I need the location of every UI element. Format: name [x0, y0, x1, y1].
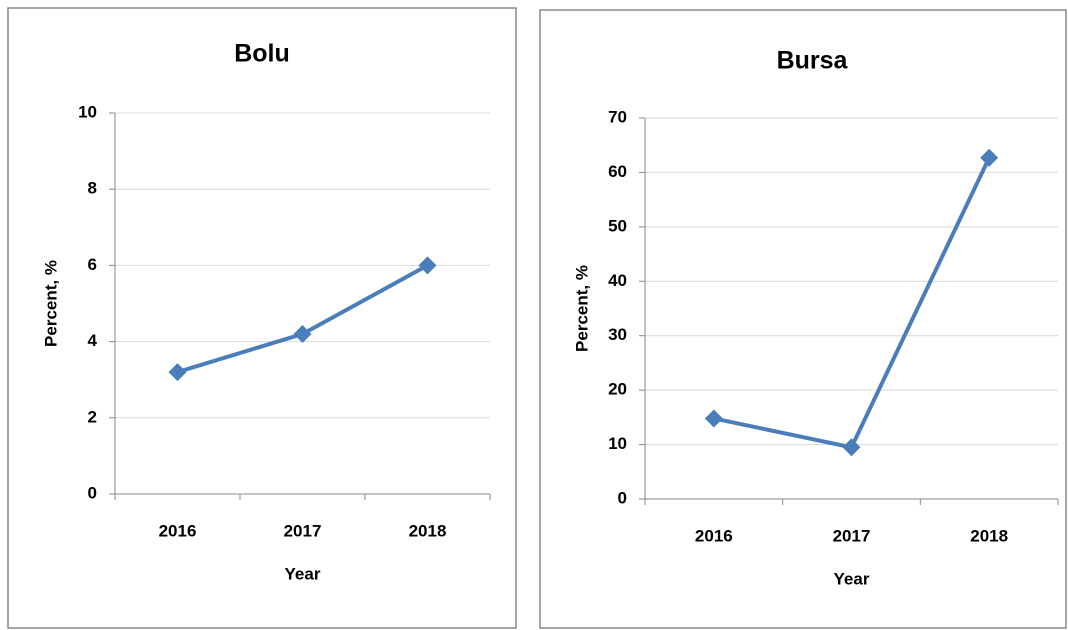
data-point — [418, 256, 437, 275]
y-tick-label: 10 — [78, 102, 97, 121]
chart-title: Bursa — [777, 47, 849, 75]
y-axis-title: Percent, % — [41, 260, 60, 347]
x-tick-label: 2016 — [695, 526, 733, 545]
x-axis-title: Year — [285, 564, 321, 583]
data-point — [842, 438, 861, 457]
y-tick-label: 0 — [618, 488, 627, 507]
x-tick-label: 2017 — [833, 526, 871, 545]
x-tick-label: 2018 — [970, 526, 1008, 545]
y-tick-label: 70 — [608, 107, 627, 126]
x-tick-label: 2018 — [409, 521, 447, 540]
y-tick-label: 50 — [608, 216, 627, 235]
panel-frame — [539, 9, 1067, 629]
data-point — [293, 324, 312, 343]
y-tick-label: 8 — [88, 179, 97, 198]
y-tick-label: 30 — [608, 325, 627, 344]
panel-frame — [7, 7, 517, 629]
data-point — [704, 409, 723, 428]
data-point — [980, 148, 999, 167]
y-tick-label: 10 — [608, 434, 627, 453]
y-tick-label: 6 — [88, 255, 97, 274]
y-tick-label: 4 — [88, 331, 98, 350]
x-tick-label: 2017 — [284, 521, 322, 540]
y-tick-label: 0 — [88, 483, 97, 502]
data-point — [168, 363, 187, 382]
y-tick-label: 2 — [88, 407, 97, 426]
x-tick-label: 2016 — [159, 521, 197, 540]
y-tick-label: 60 — [608, 162, 627, 181]
y-axis-title: Percent, % — [572, 265, 591, 352]
x-axis-title: Year — [834, 569, 870, 588]
y-tick-label: 20 — [608, 380, 627, 399]
chart-title: Bolu — [234, 40, 290, 68]
y-tick-label: 40 — [608, 271, 627, 290]
